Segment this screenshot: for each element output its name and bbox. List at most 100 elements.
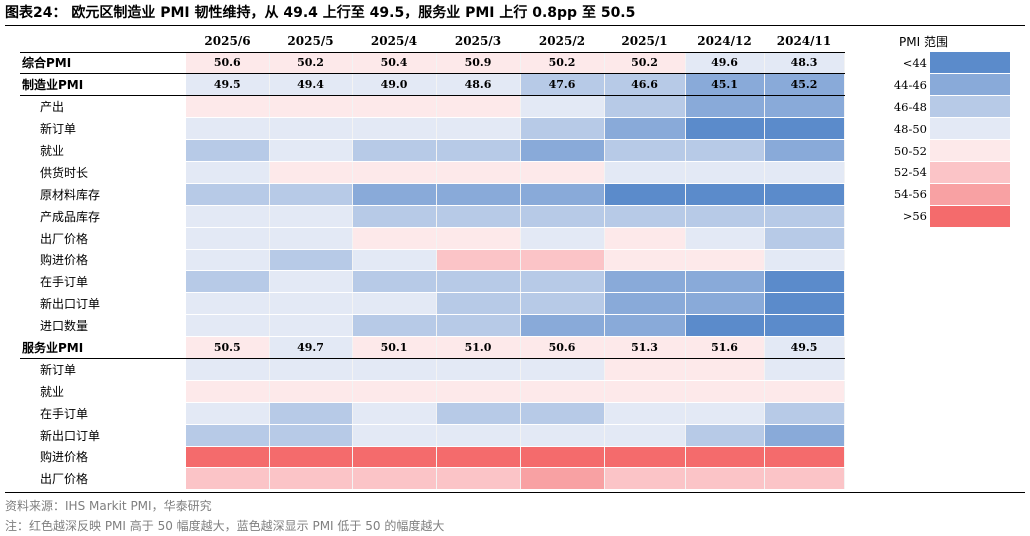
- pmi-heatmap-table: 2025/6 2025/5 2025/4 2025/3 2025/2 2025/1 2024…: [20, 30, 845, 491]
- heat-cell: 50.6: [186, 52, 270, 75]
- heat-cell: [269, 205, 353, 228]
- heat-cell: [520, 446, 605, 469]
- legend-label: 44-46: [893, 77, 927, 92]
- heat-cell: [269, 358, 353, 381]
- heat-cell: [186, 314, 270, 338]
- heat-cell: [352, 161, 437, 184]
- heat-cell: [520, 467, 605, 491]
- heat-cell: [604, 161, 686, 184]
- heat-cell: 50.5: [186, 336, 270, 359]
- sub-index-row: 新出口订单: [20, 424, 845, 447]
- heat-cell: [269, 314, 353, 338]
- heat-cell: [186, 402, 270, 425]
- heat-cell: [269, 249, 353, 272]
- heat-cell: [685, 402, 765, 425]
- heat-cell: [269, 227, 353, 250]
- row-label: 出厂价格: [40, 231, 89, 246]
- heat-cell: [520, 270, 605, 294]
- heat-cell: [764, 139, 845, 162]
- row-label: 就业: [40, 384, 65, 399]
- legend-item: >56: [880, 205, 1010, 228]
- heat-cell: [685, 467, 765, 491]
- heat-cell: [352, 183, 437, 206]
- heat-cell: [352, 205, 437, 228]
- legend-swatch: [930, 205, 1010, 228]
- heat-cell: [520, 249, 605, 272]
- row-label: 就业: [40, 144, 65, 158]
- heat-cell: [685, 95, 765, 119]
- heat-cell: [186, 161, 270, 184]
- heat-cell: [604, 249, 686, 272]
- heat-cell: 45.2: [764, 73, 845, 97]
- row-label: 在手订单: [40, 406, 89, 421]
- heat-cell: [604, 446, 686, 469]
- heat-cell: [436, 358, 521, 381]
- heat-cell: [764, 95, 845, 119]
- heat-cell: 49.7: [269, 336, 353, 359]
- heat-cell: 51.0: [436, 336, 521, 359]
- heat-cell: [269, 117, 353, 141]
- heat-cell: [604, 117, 686, 141]
- sub-index-row: 出厂价格: [20, 467, 845, 491]
- column-header: 2024/12: [685, 30, 764, 53]
- heat-cell: 50.4: [352, 52, 437, 75]
- heat-cell: [269, 161, 353, 184]
- heat-cell: 49.5: [186, 73, 270, 97]
- heat-cell: 49.6: [685, 52, 765, 75]
- column-header: 2025/1: [604, 30, 685, 53]
- heat-cell: [186, 95, 270, 119]
- legend-swatch: [930, 183, 1010, 206]
- legend-item: 54-56: [880, 183, 1010, 206]
- heat-cell: [269, 270, 353, 294]
- heat-cell: [604, 467, 686, 491]
- legend-body: <44 44-46 46-48 48-50 50-52 52-54 54-56 >56: [880, 52, 1010, 228]
- heat-cell: [352, 314, 437, 338]
- heat-cell: [352, 139, 437, 162]
- heat-cell: [436, 117, 521, 141]
- heat-cell: [436, 270, 521, 294]
- legend-item: 44-46: [880, 73, 1010, 97]
- heat-cell: [604, 227, 686, 250]
- heat-cell: [604, 139, 686, 162]
- row-label: 新订单: [40, 122, 77, 137]
- header-row: 2025/6 2025/5 2025/4 2025/3 2025/2 2025/1 2024…: [20, 30, 844, 53]
- legend-label: <44: [902, 55, 927, 70]
- heat-cell: [520, 380, 605, 403]
- legend-label: 54-56: [893, 187, 927, 202]
- legend-item: 50-52: [880, 139, 1010, 162]
- heat-cell: [352, 358, 437, 381]
- heat-cell: 51.3: [604, 336, 686, 359]
- heat-cell: [604, 358, 686, 381]
- heat-cell: [520, 227, 605, 250]
- row-label: 新出口订单: [40, 428, 101, 443]
- heat-cell: [269, 95, 353, 119]
- heat-cell: [186, 292, 270, 316]
- heat-cell: 49.0: [352, 73, 437, 97]
- heat-cell: [269, 467, 353, 491]
- heat-cell: [604, 292, 686, 316]
- heat-cell: 50.2: [604, 52, 686, 75]
- heat-cell: [764, 380, 845, 403]
- heat-cell: 45.1: [685, 73, 765, 97]
- heat-cell: [436, 161, 521, 184]
- heat-cell: [436, 227, 521, 250]
- heat-cell: 49.5: [764, 336, 845, 359]
- row-label: 购进价格: [40, 450, 89, 465]
- table-body: 综合PMI 50.6 50.2 50.4 50.9 50.2 50.2 49.6 48.3 制造业…: [20, 52, 845, 491]
- heat-cell: [186, 358, 270, 381]
- heat-cell: [269, 380, 353, 403]
- row-label: 制造业PMI: [20, 73, 186, 97]
- heat-cell: 50.6: [520, 336, 605, 359]
- heat-cell: [685, 183, 765, 206]
- heat-cell: [685, 358, 765, 381]
- sub-index-row: 产成品库存: [20, 205, 845, 228]
- heat-cell: [352, 117, 437, 141]
- heat-cell: [436, 249, 521, 272]
- legend-item: 48-50: [880, 117, 1010, 141]
- row-label: 原材料库存: [40, 187, 101, 202]
- figure-title: 图表24： 欧元区制造业 PMI 韧性维持，从 49.4 上行至 49.5，服务…: [5, 2, 1025, 26]
- sub-index-row: 购进价格: [20, 446, 845, 469]
- sub-index-row: 供货时长: [20, 161, 845, 184]
- heat-cell: [186, 270, 270, 294]
- heat-cell: [520, 205, 605, 228]
